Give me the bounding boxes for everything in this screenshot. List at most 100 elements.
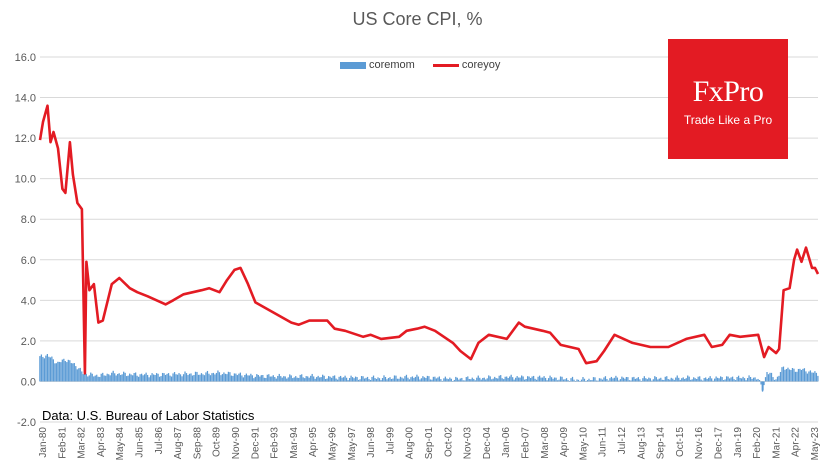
bar-coremom (720, 376, 722, 382)
bar-coremom (251, 375, 253, 382)
bar-coremom (341, 377, 343, 382)
bar-coremom (450, 378, 452, 382)
bar-coremom (740, 378, 743, 382)
x-tick-label: Jun-11 (598, 427, 609, 457)
bar-coremom (190, 373, 192, 382)
bar-coremom (515, 377, 517, 382)
bar-coremom (453, 379, 455, 382)
bar-coremom (715, 376, 717, 382)
bar-coremom (296, 377, 298, 382)
x-tick-label: Nov-16 (694, 427, 705, 460)
bar-coremom (585, 381, 587, 382)
bar-coremom (776, 376, 779, 382)
bar-coremom (244, 374, 246, 382)
y-tick-label: 12.0 (15, 133, 36, 145)
bar-coremom (389, 377, 391, 382)
bar-coremom (336, 379, 339, 382)
bar-coremom (274, 377, 276, 382)
bar-coremom (398, 378, 400, 382)
bar-coremom (130, 374, 132, 382)
bar-coremom (497, 378, 499, 382)
bar-coremom (139, 374, 141, 382)
bar-coremom (706, 378, 708, 382)
bar-coremom (94, 375, 96, 382)
bar-coremom (179, 374, 182, 382)
bar-coremom (805, 371, 807, 382)
bar-coremom (758, 379, 761, 382)
x-tick-label: Nov-03 (463, 427, 474, 460)
bar-coremom (630, 380, 632, 382)
bar-coremom (112, 370, 114, 382)
bar-coremom (97, 376, 99, 382)
bar-coremom (764, 377, 767, 382)
bar-coremom (224, 373, 227, 382)
bar-coremom (461, 377, 463, 382)
bar-coremom (702, 380, 704, 382)
bar-coremom (486, 378, 488, 382)
bar-coremom (580, 379, 583, 382)
x-tick-label: Jan-06 (501, 427, 512, 458)
bar-coremom (603, 377, 605, 382)
bar-coremom (817, 375, 819, 382)
bar-coremom (521, 375, 523, 382)
bar-coremom (123, 371, 125, 382)
bar-coremom (404, 376, 406, 382)
bar-coremom (688, 376, 690, 382)
bar-coremom (239, 372, 242, 382)
bar-coremom (718, 378, 720, 382)
bar-coremom (387, 378, 390, 382)
bar-coremom (800, 370, 803, 382)
bar-coremom (513, 379, 515, 382)
bar-coremom (136, 375, 138, 382)
bar-coremom (769, 372, 771, 382)
bar-coremom (148, 377, 150, 382)
legend-item-coreyoy: coreyoy (432, 59, 500, 71)
bar-coremom (553, 377, 556, 382)
bar-coremom (458, 379, 460, 382)
bar-coremom (652, 379, 654, 382)
bar-coremom (577, 379, 580, 382)
bar-coremom (84, 372, 86, 382)
bar-coremom (124, 372, 126, 382)
bar-coremom (287, 377, 289, 382)
bar-coremom (733, 379, 735, 382)
bar-coremom (429, 379, 432, 382)
bar-coremom (322, 374, 324, 382)
bar-coremom (43, 358, 46, 382)
bar-coremom (579, 381, 581, 382)
bar-coremom (648, 377, 650, 382)
bar-coremom (197, 374, 200, 382)
bar-coremom (289, 374, 291, 382)
bar-coremom (108, 374, 110, 382)
bar-coremom (637, 377, 639, 382)
bar-coremom (365, 377, 367, 382)
bar-coremom (137, 376, 140, 382)
bar-coremom (664, 376, 666, 382)
bar-coremom (91, 373, 93, 382)
bar-coremom (606, 378, 608, 382)
bar-coremom (649, 378, 651, 382)
x-tick-label: Jul-99 (385, 427, 396, 455)
bar-coremom (591, 379, 593, 382)
bar-coremom (211, 373, 213, 382)
bar-coremom (422, 376, 424, 382)
bar-coremom (245, 373, 247, 382)
bar-coremom (268, 374, 270, 382)
source-note: Data: U.S. Bureau of Labor Statistics (42, 408, 255, 423)
bar-coremom (464, 380, 466, 382)
bar-coremom (152, 374, 155, 382)
bar-coremom (420, 378, 423, 382)
bar-coremom (748, 375, 750, 382)
x-tick-label: May-10 (578, 427, 589, 461)
bar-coremom (72, 363, 74, 382)
bar-coremom (269, 376, 271, 382)
x-tick-label: Jan-80 (38, 427, 49, 458)
bar-coremom (446, 378, 448, 382)
chart-title: US Core CPI, % (352, 9, 483, 29)
bar-coremom (254, 376, 256, 382)
bar-coremom (325, 379, 327, 382)
bar-coremom (790, 370, 792, 382)
bar-coremom (562, 379, 565, 382)
bar-coremom (335, 378, 337, 382)
